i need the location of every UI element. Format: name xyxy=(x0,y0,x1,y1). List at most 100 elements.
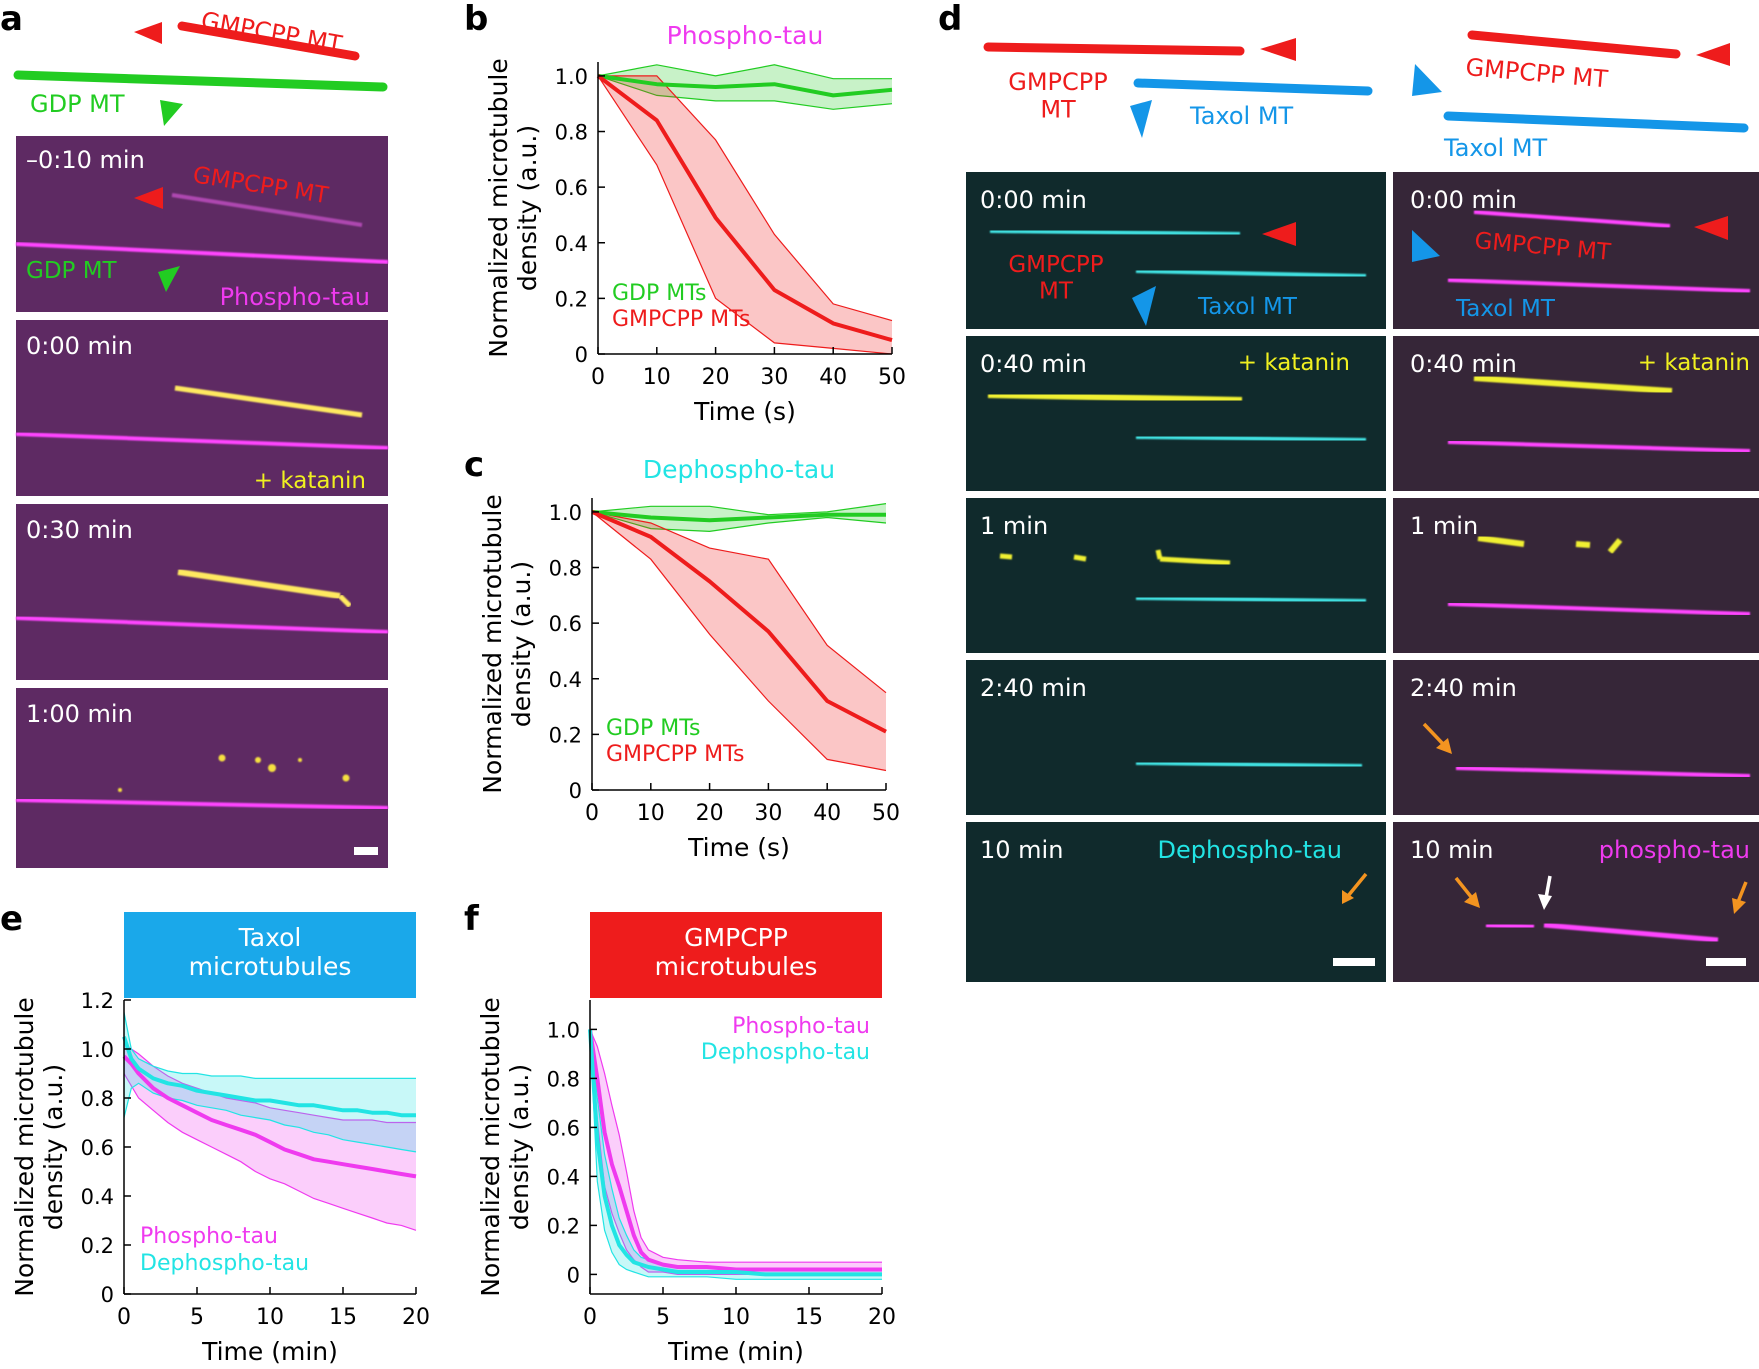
chart-b: Phospho-tau 0 10 20 30 40 50 0 0.2 0.4 0.6 0.8 1.0 Ti… xyxy=(484,21,906,426)
chart-c-band-upper-0 xyxy=(591,503,887,516)
gmpcpp-mt-image xyxy=(1473,210,1671,228)
chart-b-ytick-label-1: 0.2 xyxy=(555,287,588,311)
panel-letter-c: c xyxy=(464,445,484,485)
chart-e-ylabel: Normalized microtubuledensity (a.u.) xyxy=(10,997,68,1296)
chart-c-title: Dephospho-tau xyxy=(643,455,835,484)
chart-f-legend-0: Phospho-tau xyxy=(732,1014,870,1039)
schematic-taxol-label-left: Taxol MT xyxy=(1189,102,1294,130)
chart-c-band-upper-1 xyxy=(591,511,887,694)
chart-f-ytick-label-5: 1.0 xyxy=(547,1018,580,1042)
blue-arrowhead-icon xyxy=(1412,64,1442,96)
chart-b-band-lower-0 xyxy=(597,75,893,110)
gdp-mt-image xyxy=(15,798,389,810)
panel-letter-a: a xyxy=(0,0,23,39)
orange-arrow-icon xyxy=(1342,872,1368,904)
chart-f: 0 5 10 15 20 0 0.2 0.4 0.6 0.8 1.0 Time (min) Normal… xyxy=(476,997,896,1366)
chart-b-ytick-label-5: 1.0 xyxy=(555,65,588,89)
chart-e-ytick-label-1: 0.2 xyxy=(81,1234,114,1258)
chart-c: Dephospho-tau 0 10 20 30 40 50 0 0.2 0.4 0.6 0.8 1.0… xyxy=(478,455,900,862)
gmpcpp-mt-bar xyxy=(983,42,1245,56)
frame-a-1-time: –0:10 min xyxy=(26,146,145,174)
chart-c-xlabel: Time (s) xyxy=(687,833,790,862)
chart-b-xtick-label-1: 10 xyxy=(643,365,671,390)
chart-b-ytick-label-3: 0.6 xyxy=(555,176,588,200)
chart-f-xtick-label-2: 10 xyxy=(722,1305,750,1330)
panel-e-header-text: Taxol xyxy=(238,923,302,952)
frame-d-left-4 xyxy=(966,660,1386,815)
white-arrow-icon xyxy=(1538,875,1552,910)
panel-a-schematic: GMPCPP MT GDP MT xyxy=(13,6,388,126)
taxol-mt-image xyxy=(1455,766,1751,778)
gmpcpp-mt-image xyxy=(987,392,1243,403)
gmpcpp-mt-image xyxy=(177,569,341,599)
chart-c-series-0 xyxy=(591,509,886,523)
taxol-mt-image xyxy=(1447,278,1751,293)
chart-b-legend-1: GMPCPP MTs xyxy=(612,307,750,332)
frame-a-1-gdp-label: GDP MT xyxy=(26,258,118,284)
chart-e-xtick-label-3: 15 xyxy=(329,1305,357,1330)
chart-c-ytick-label-5: 1.0 xyxy=(549,501,582,525)
chart-c-ytick-label-0: 0 xyxy=(569,779,582,803)
chart-f-ytick-label-3: 0.6 xyxy=(547,1116,580,1140)
taxol-mt-image xyxy=(1447,602,1751,616)
chart-c-ylabel: Normalized microtubuledensity (a.u.) xyxy=(478,494,536,793)
taxol-mt-image xyxy=(1135,269,1367,278)
gdp-mt-image xyxy=(15,616,389,634)
chart-b-title: Phospho-tau xyxy=(667,21,824,50)
frame-d-left-2 xyxy=(966,336,1386,491)
chart-f-ylabel: Normalized microtubuledensity (a.u.) xyxy=(476,997,534,1296)
chart-f-ylabel-line-1: Normalized microtubule xyxy=(476,997,505,1296)
chart-c-band-lower-1 xyxy=(591,511,887,772)
frame-d-left-5-tau-label: Dephospho-tau xyxy=(1158,836,1342,864)
chart-f-ytick-label-0: 0 xyxy=(567,1263,580,1287)
chart-c-ylabel-line-2: density (a.u.) xyxy=(507,561,536,727)
taxol-mt-image xyxy=(1135,435,1367,442)
taxol-mt-image xyxy=(1543,922,1719,943)
schematic-gmpcpp-label-right: GMPCPP MT xyxy=(1464,53,1609,93)
chart-b-ylabel: Normalized microtubuledensity (a.u.) xyxy=(484,58,542,357)
green-arrowhead-icon xyxy=(160,100,183,126)
chart-c-series-1 xyxy=(591,510,887,734)
gmpcpp-mt-image xyxy=(338,594,352,608)
schematic-gmpcpp-label: GMPCPP MT xyxy=(199,6,345,58)
chart-e-ytick-label-0: 0 xyxy=(101,1283,114,1307)
panel-letter-d: d xyxy=(938,0,962,39)
chart-e-band-1 xyxy=(124,1012,416,1152)
frame-a-2-katanin-label: + katanin xyxy=(254,468,366,494)
chart-b-series-1 xyxy=(596,74,893,343)
frame-d-right-3-time: 1 min xyxy=(1410,512,1478,540)
frame-d-right-2-katanin-label: + katanin xyxy=(1638,350,1750,376)
chart-f-xlabel: Time (min) xyxy=(667,1337,804,1366)
panel-d-right-frames: 0:00 min GMPCPP MT Taxol MT 0:40 min + k… xyxy=(1393,172,1759,982)
panel-d-schematic: GMPCPP MT Taxol MT GMPCPP MT Taxol MT xyxy=(983,30,1749,162)
orange-arrow-icon xyxy=(1454,876,1480,908)
gmpcpp-mt-bar xyxy=(177,21,360,61)
panel-f-header-box xyxy=(590,912,882,998)
frame-d-right-1-taxol-label: Taxol MT xyxy=(1455,296,1556,322)
chart-c-band-lower-0 xyxy=(591,511,887,533)
chart-b-ytick-label-4: 0.8 xyxy=(555,121,588,145)
chart-e-xtick-label-2: 10 xyxy=(256,1305,284,1330)
chart-c-ytick-label-3: 0.6 xyxy=(549,612,582,636)
panel-letter-b: b xyxy=(464,0,488,39)
frame-d-right-2-time: 0:40 min xyxy=(1410,350,1517,378)
gmpcpp-mt-image xyxy=(171,193,363,227)
frame-d-left-1-time: 0:00 min xyxy=(980,186,1087,214)
chart-b-ylabel-line-2: density (a.u.) xyxy=(513,125,542,291)
chart-f-series-0 xyxy=(588,1029,882,1272)
green-arrowhead-icon xyxy=(158,266,180,292)
frame-d-right-5-tau-label: phospho-tau xyxy=(1599,836,1750,864)
frame-a-2-time: 0:00 min xyxy=(26,332,133,360)
chart-e-xtick-label-0: 0 xyxy=(117,1305,131,1330)
chart-f-legend-1: Dephospho-tau xyxy=(701,1040,870,1065)
scale-bar xyxy=(1706,958,1746,966)
chart-e-series-0 xyxy=(122,1054,417,1179)
gdp-mt-image xyxy=(15,242,389,264)
chart-c-xtick-label-5: 50 xyxy=(872,801,900,826)
chart-e-ytick-label-4: 0.8 xyxy=(81,1087,114,1111)
panel-d-left-frames: 0:00 min GMPCPP MT Taxol MT 0:40 min + ka… xyxy=(966,172,1386,982)
frame-a-1 xyxy=(16,136,388,312)
frame-d-left-1-taxol-label: Taxol MT xyxy=(1197,294,1298,320)
taxol-mt-image xyxy=(1485,922,1535,930)
